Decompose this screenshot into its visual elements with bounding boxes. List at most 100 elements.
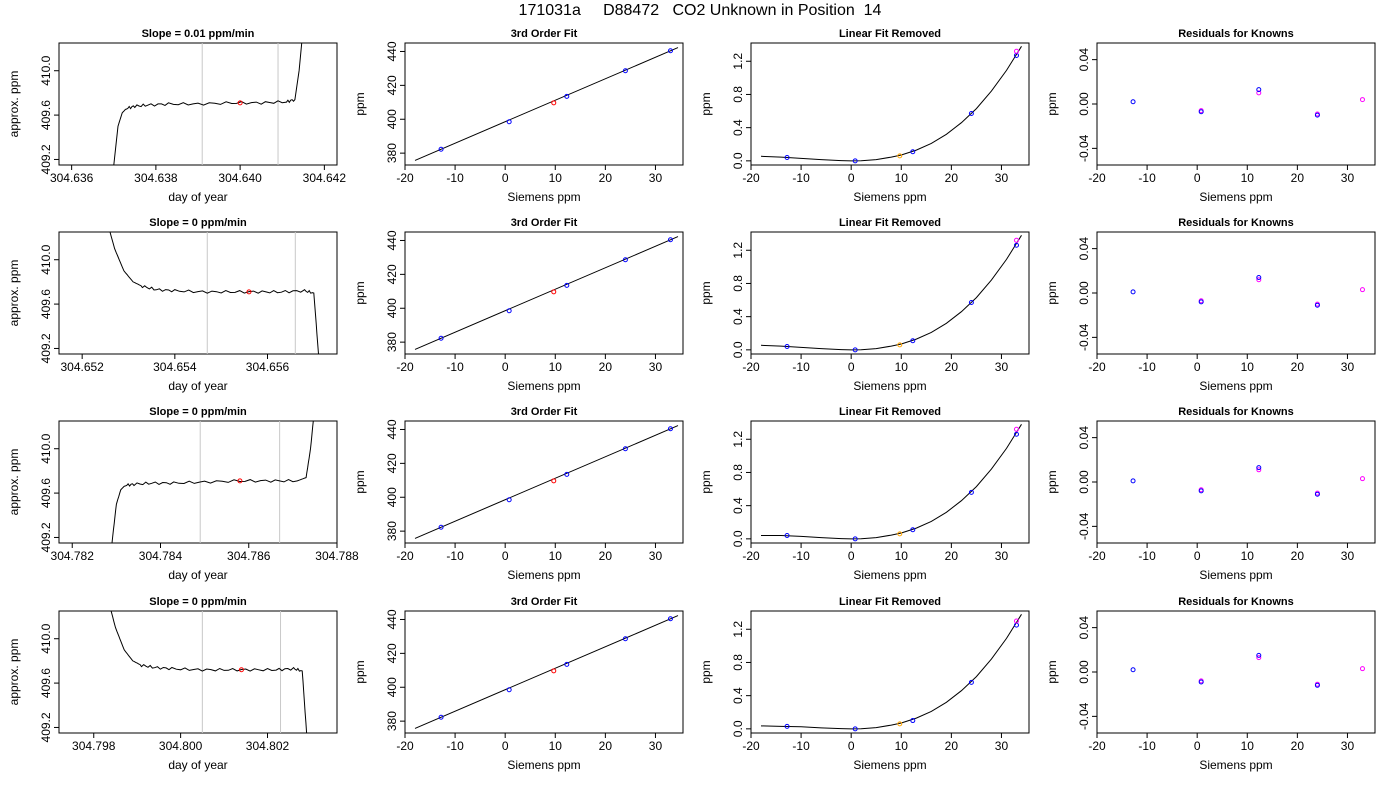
y-tick-label: 0.4 (731, 687, 745, 704)
y-tick-label: 410.0 (39, 244, 53, 274)
y-tick-label: 410.0 (39, 55, 53, 85)
known-point (438, 146, 444, 152)
plot-frame (58, 231, 338, 355)
residual-point (1130, 99, 1136, 105)
y-tick-label: 380 (385, 332, 399, 352)
residual-point (1256, 465, 1262, 471)
x-axis-label: Siemens ppm (853, 758, 926, 772)
known-point (622, 257, 628, 263)
panel-2-1: 3rd Order Fit -20 -10 0 10 20 30 380 400 420 440 Si… (353, 28, 684, 204)
x-tick-label: -10 (446, 171, 464, 185)
panel-3-3: Linear Fit Removed -20 -10 0 10 20 30 0.0 0.4 0.8… (699, 406, 1030, 582)
x-tick-label: 30 (995, 171, 1009, 185)
y-tick-label: 380 (385, 521, 399, 541)
known-point (910, 338, 916, 344)
y-tick-label: 410.0 (39, 433, 53, 463)
x-tick-label: 30 (1341, 171, 1355, 185)
x-axis-label: Siemens ppm (1199, 758, 1272, 772)
x-tick-label: 20 (945, 171, 959, 185)
plot-frame (58, 420, 338, 544)
residual-point (1198, 679, 1204, 685)
panel-2-3: 3rd Order Fit -20 -10 0 10 20 30 380 400 420 440 Si… (353, 406, 684, 582)
plot-frame (750, 610, 1030, 734)
panel-title: 3rd Order Fit (511, 596, 578, 608)
known-point (968, 489, 974, 495)
residual-point (1314, 112, 1320, 118)
unknown-point (551, 100, 557, 106)
x-tick-label: 304.782 (51, 549, 95, 563)
x-axis-label: Siemens ppm (853, 190, 926, 204)
y-axis-label: ppm (699, 470, 713, 493)
known-point (784, 533, 790, 539)
residual-point (1314, 682, 1320, 688)
x-tick-label: -20 (396, 171, 414, 185)
x-tick-label: 30 (995, 739, 1009, 753)
x-tick-label: 0 (848, 739, 855, 753)
y-tick-label: 0.8 (731, 654, 745, 671)
y-tick-label: 380 (385, 143, 399, 163)
x-tick-label: 20 (599, 171, 613, 185)
panel-2-4: 3rd Order Fit -20 -10 0 10 20 30 380 400 420 440 Si… (353, 596, 684, 772)
panel-4-4: Residuals for Knowns -20 -10 0 10 20 30 -0.04 0.… (1045, 596, 1376, 772)
y-tick-label: 440 (385, 419, 399, 439)
residual-point (1359, 97, 1365, 103)
y-axis-label: ppm (353, 281, 367, 304)
x-tick-label: 20 (599, 739, 613, 753)
known-point (506, 119, 512, 125)
known-point (438, 714, 444, 720)
x-tick-label: 0 (1194, 549, 1201, 563)
x-tick-label: -20 (396, 360, 414, 374)
known-point (852, 347, 858, 353)
y-tick-label: 420 (385, 643, 399, 663)
panel-title: Residuals for Knowns (1178, 28, 1294, 40)
y-axis-label: ppm (353, 660, 367, 683)
x-tick-label: -10 (792, 739, 810, 753)
residual-point (1256, 274, 1262, 280)
plot-frame (1096, 420, 1376, 544)
known-point (506, 687, 512, 693)
y-tick-label: 0.04 (1077, 237, 1091, 261)
x-tick-label: -20 (1088, 171, 1106, 185)
panel-1-3: Slope = 0 ppm/min 304.782 304.784 304.786 30… (7, 406, 359, 582)
plot-area (760, 46, 1022, 164)
y-axis-label: ppm (353, 470, 367, 493)
y-axis-label: ppm (1045, 281, 1059, 304)
x-axis-label: Siemens ppm (507, 568, 580, 582)
x-tick-label: -20 (742, 171, 760, 185)
panel-title: Linear Fit Removed (839, 28, 941, 40)
known-point (968, 300, 974, 306)
x-tick-label: 20 (945, 360, 959, 374)
measurement-trace (111, 421, 314, 543)
y-tick-label: 0.0 (731, 530, 745, 547)
plot-area (761, 424, 1022, 542)
x-tick-label: -10 (446, 360, 464, 374)
x-tick-label: 20 (599, 549, 613, 563)
x-tick-label: 10 (1241, 171, 1255, 185)
x-tick-label: 304.788 (315, 549, 359, 563)
x-tick-label: 30 (649, 360, 663, 374)
panel-title: 3rd Order Fit (511, 217, 578, 229)
average-point (246, 289, 252, 295)
panel-title: Slope = 0 ppm/min (149, 596, 247, 608)
x-tick-label: 30 (649, 549, 663, 563)
plot-area (111, 421, 314, 543)
y-tick-label: 409.2 (39, 144, 53, 174)
y-tick-label: 409.6 (39, 478, 53, 508)
x-tick-label: 304.656 (246, 360, 290, 374)
known-point (784, 344, 790, 350)
panel-title: Linear Fit Removed (839, 217, 941, 229)
y-tick-label: 0.8 (731, 86, 745, 103)
y-axis-label: approx. ppm (7, 71, 21, 138)
known-point (667, 426, 673, 432)
plot-area (110, 611, 308, 733)
x-tick-label: 304.638 (134, 171, 178, 185)
known-point (968, 679, 974, 685)
residual-point (1256, 655, 1262, 661)
panel-title: Linear Fit Removed (839, 406, 941, 418)
y-tick-label: 380 (385, 711, 399, 731)
residual-point (1198, 488, 1204, 494)
plot-area (414, 236, 679, 350)
known-point (1013, 618, 1019, 624)
y-tick-label: 0.0 (731, 152, 745, 169)
known-point (622, 636, 628, 642)
